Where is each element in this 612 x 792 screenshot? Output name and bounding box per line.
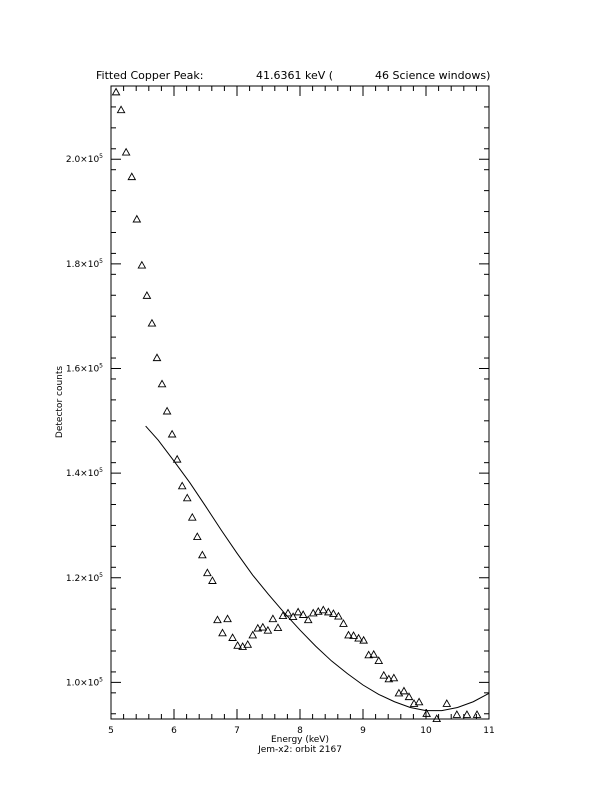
data-point <box>298 610 308 618</box>
x-tick-label: 9 <box>360 726 366 736</box>
data-point <box>303 615 313 624</box>
data-point <box>414 697 424 706</box>
x-axis-label: Energy (keV) <box>271 735 329 745</box>
data-point <box>223 614 232 623</box>
y-tick-label: 1.8×105 <box>66 258 103 270</box>
data-point <box>132 214 142 223</box>
y-tick-label: 1.6×105 <box>66 362 103 374</box>
data-point <box>263 625 273 634</box>
x-tick-label: 6 <box>171 726 177 736</box>
x-tick-label: 11 <box>483 726 494 736</box>
data-point <box>354 633 363 642</box>
data-point <box>409 699 419 707</box>
x-tick-label: 10 <box>420 726 432 736</box>
title-windows: 46 Science windows) <box>375 69 490 82</box>
data-point <box>111 87 121 96</box>
data-point <box>359 635 368 644</box>
data-point <box>273 623 283 632</box>
data-point <box>432 714 442 723</box>
data-point <box>197 550 207 559</box>
data-point <box>203 568 212 577</box>
y-tick-label: 1.4×105 <box>66 467 103 479</box>
data-point <box>218 628 227 637</box>
data-point <box>329 609 338 617</box>
title-label: Fitted Copper Peak: <box>96 69 203 82</box>
data-point <box>308 608 318 617</box>
data-point <box>116 105 126 114</box>
data-point <box>152 353 162 362</box>
data-point <box>369 649 379 658</box>
data-point <box>248 630 258 639</box>
data-point <box>172 454 182 463</box>
data-point <box>147 318 157 327</box>
data-point <box>121 147 131 156</box>
data-points <box>111 87 482 723</box>
data-point <box>233 641 242 649</box>
data-point <box>442 699 452 707</box>
data-point <box>177 481 187 490</box>
data-point <box>313 607 323 615</box>
data-point <box>339 619 348 627</box>
data-point <box>187 512 197 521</box>
x-tick-label: 5 <box>108 726 114 736</box>
data-point <box>258 622 268 631</box>
y-axis-ticks <box>111 85 489 715</box>
data-point <box>268 614 278 623</box>
data-point <box>472 710 482 718</box>
y-axis-label: Detector counts <box>55 366 65 438</box>
x-tick-label: 8 <box>297 726 303 736</box>
title-peak-value: 41.6361 keV ( <box>256 69 333 82</box>
data-point <box>349 631 358 639</box>
data-point <box>462 710 472 718</box>
data-point <box>283 608 293 617</box>
data-point <box>318 605 328 614</box>
y-axis-tick-labels: 1.0×105 1.2×105 1.4×105 1.6×105 1.8×105 2.0×1… <box>66 153 103 688</box>
data-point <box>162 406 172 415</box>
data-point <box>243 639 253 648</box>
data-point <box>192 532 202 540</box>
data-point <box>157 379 167 388</box>
data-point <box>374 656 384 664</box>
data-point <box>127 172 137 181</box>
data-point <box>452 710 462 718</box>
data-point <box>137 260 147 269</box>
data-point <box>384 674 394 683</box>
data-point <box>208 576 217 584</box>
x-axis-ticks <box>110 86 490 719</box>
data-point <box>422 709 431 717</box>
y-tick-label: 2.0×105 <box>66 153 103 165</box>
data-point <box>213 615 222 624</box>
y-tick-label: 1.2×105 <box>66 572 103 584</box>
data-point <box>253 623 263 632</box>
data-point <box>364 650 374 659</box>
fit-curve <box>145 425 490 712</box>
data-point <box>167 429 177 438</box>
data-point <box>389 673 399 682</box>
x-axis-tick-labels: 5 6 7 8 9 10 11 <box>108 726 495 736</box>
plot-frame <box>110 85 490 720</box>
data-point <box>293 607 303 616</box>
data-point <box>182 493 192 502</box>
data-point <box>334 611 343 620</box>
data-point <box>344 630 353 639</box>
data-point <box>404 692 414 701</box>
data-point <box>399 686 409 695</box>
x-tick-label: 7 <box>234 726 240 736</box>
subcaption: Jem-x2: orbit 2167 <box>257 745 342 755</box>
chart-title: Fitted Copper Peak: 41.6361 keV ( 46 Sci… <box>96 69 490 82</box>
data-point <box>379 670 389 679</box>
data-point <box>323 607 333 616</box>
data-point <box>142 291 152 299</box>
data-point <box>288 612 298 621</box>
data-point <box>228 633 237 641</box>
y-tick-label: 1.0×105 <box>66 676 103 688</box>
